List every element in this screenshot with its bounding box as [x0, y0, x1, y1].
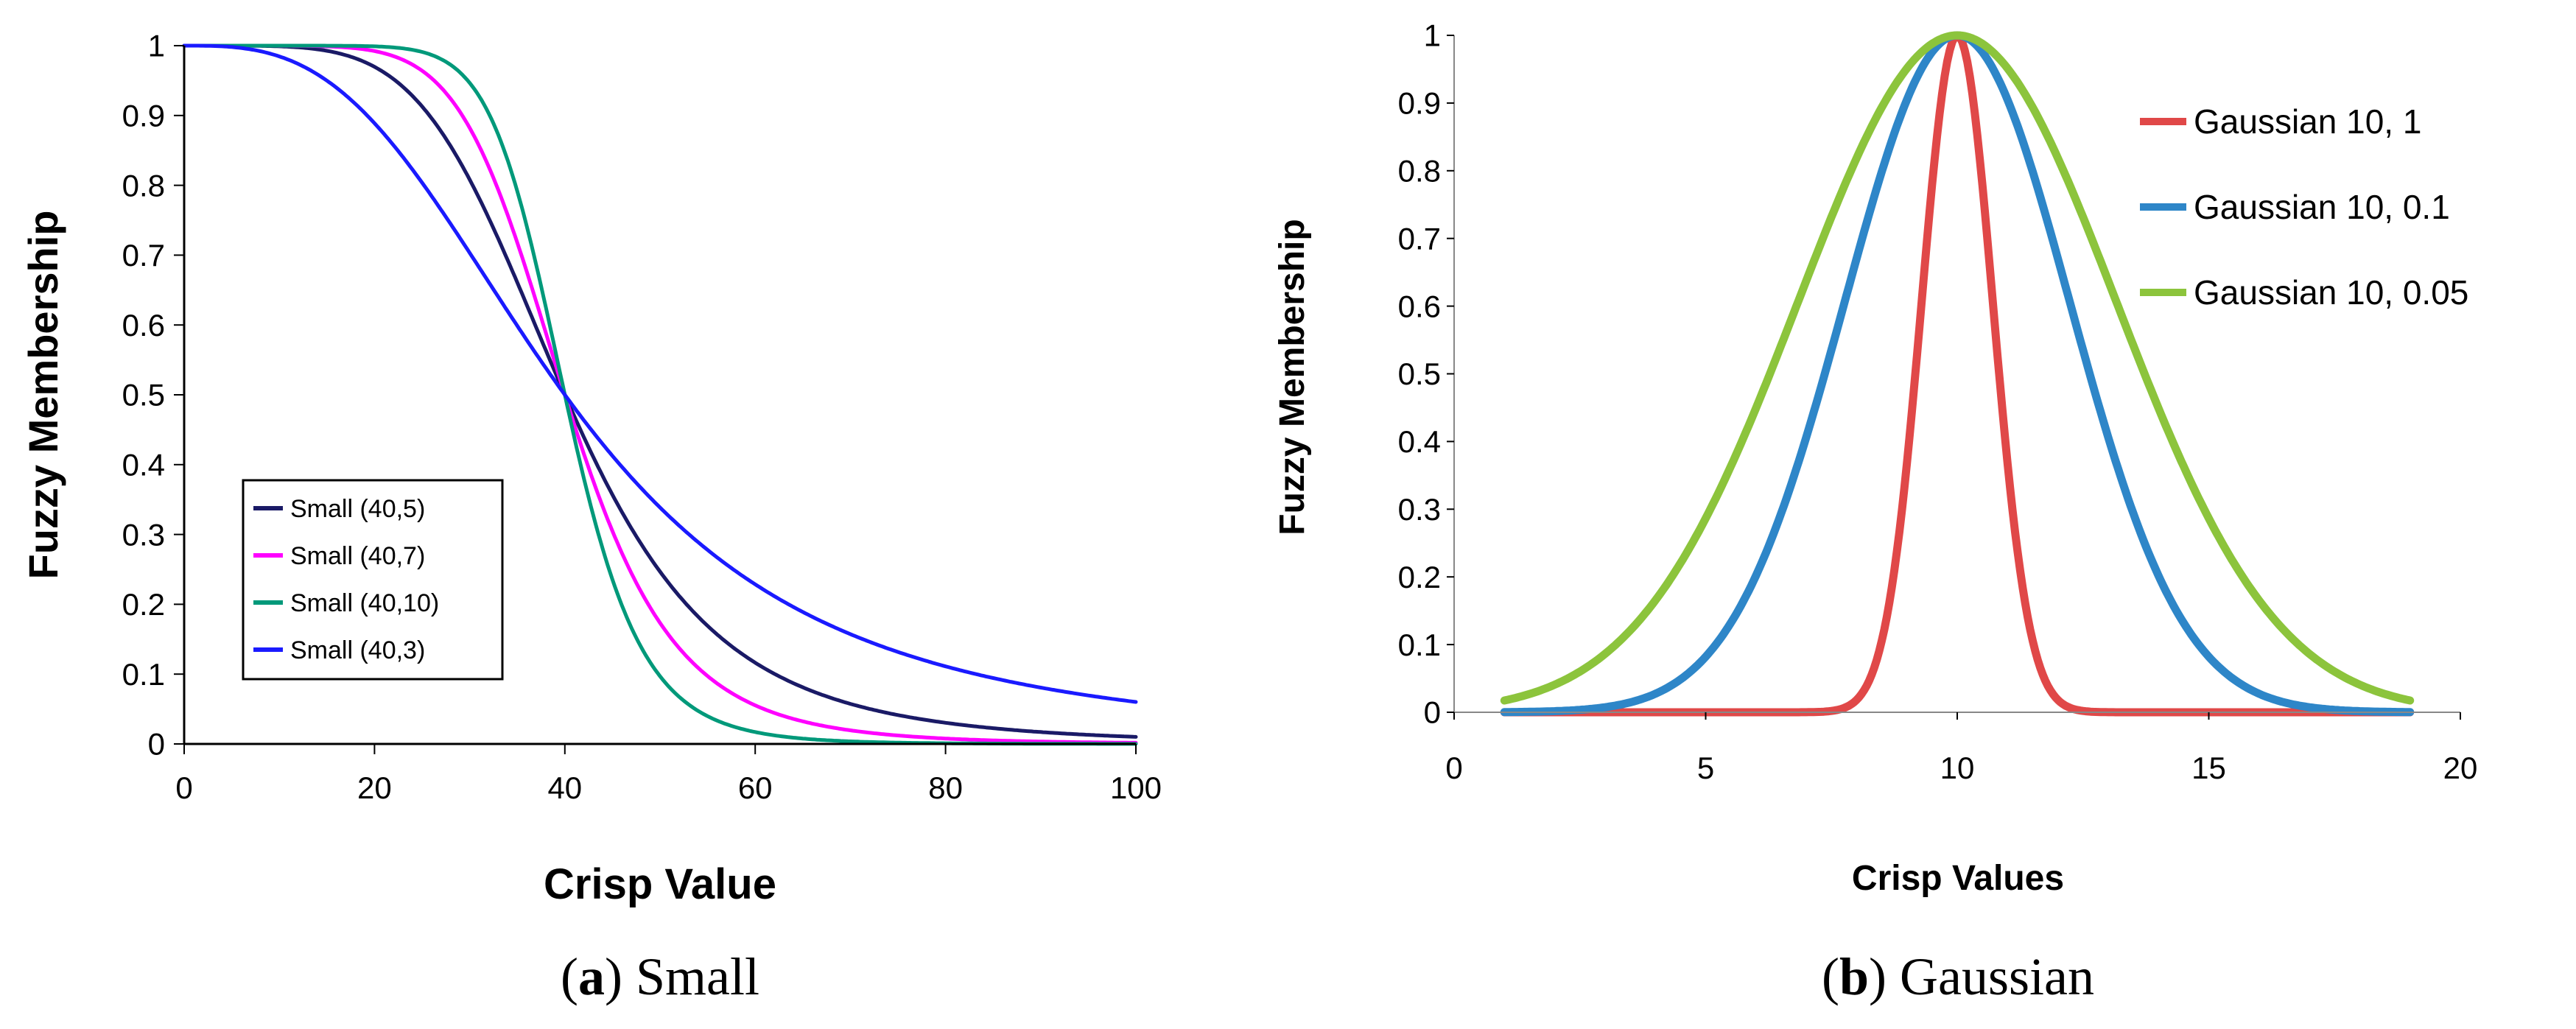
panel-a-legend: Small (40,5) Small (40,7) Small (40,10) … — [242, 479, 504, 681]
x-tick-label: 20 — [2443, 751, 2478, 785]
legend-label-small-40-5: Small (40,5) — [290, 495, 425, 523]
y-tick-label: 0.5 — [1398, 357, 1441, 391]
x-tick-label: 100 — [1110, 770, 1162, 805]
y-tick-label: 1 — [148, 29, 165, 63]
x-tick-label: 40 — [547, 770, 582, 805]
panel-a-caption: (a) Small — [561, 947, 759, 1006]
panel-b-caption: (b) Gaussian — [1822, 947, 2094, 1006]
panel-b-x-ticks: 0 5 10 15 20 — [1445, 712, 2477, 785]
panel-b-y-axis-title: Fuzzy Membership — [1273, 219, 1312, 535]
y-tick-label: 0.3 — [122, 517, 165, 552]
panel-a-y-axis-title: Fuzzy Membership — [20, 211, 66, 580]
y-tick-label: 0.2 — [122, 587, 165, 622]
panel-a-small: 0 20 40 60 80 100 0 0.1 0.2 0.3 0.4 0.5 0.6 0.7 0.8 0.… — [20, 29, 1162, 1006]
legend-label-gaussian-10-0-1: Gaussian 10, 0.1 — [2194, 188, 2450, 226]
legend-label-small-40-7: Small (40,7) — [290, 542, 425, 570]
panel-b-caption-letter: b — [1839, 947, 1869, 1006]
x-tick-label: 20 — [357, 770, 392, 805]
y-tick-label: 0.8 — [1398, 154, 1441, 189]
y-tick-label: 0.9 — [1398, 86, 1441, 121]
legend-label-gaussian-10-1: Gaussian 10, 1 — [2194, 102, 2421, 141]
x-tick-label: 10 — [1940, 751, 1975, 785]
x-tick-label: 0 — [1445, 751, 1462, 785]
legend-label-gaussian-10-0-05: Gaussian 10, 0.05 — [2194, 273, 2468, 312]
y-tick-label: 0.6 — [122, 308, 165, 343]
y-tick-label: 0.7 — [1398, 221, 1441, 256]
x-tick-label: 60 — [738, 770, 773, 805]
panel-a-x-ticks: 0 20 40 60 80 100 — [175, 744, 1162, 805]
panel-b-legend: Gaussian 10, 1 Gaussian 10, 0.1 Gaussian… — [2140, 102, 2468, 312]
panel-b-caption-text: Gaussian — [1900, 947, 2094, 1006]
x-tick-label: 80 — [928, 770, 963, 805]
series-line-gaussian-10-0-05 — [1500, 31, 2415, 705]
y-tick-label: 0 — [148, 727, 165, 762]
series-line-small-40-5 — [182, 43, 1138, 739]
x-tick-label: 0 — [175, 770, 192, 805]
x-tick-label: 15 — [2191, 751, 2226, 785]
y-tick-label: 0.4 — [1398, 424, 1441, 459]
legend-label-small-40-10: Small (40,10) — [290, 589, 439, 617]
panel-b-y-ticks: 0 0.1 0.2 0.3 0.4 0.5 0.6 0.7 0.8 0.9 1 — [1398, 18, 1454, 730]
panel-a-x-axis-title: Crisp Value — [544, 860, 776, 908]
y-tick-label: 0.7 — [122, 238, 165, 273]
y-tick-label: 0.5 — [122, 378, 165, 412]
panel-a-legend-box — [242, 479, 504, 681]
y-tick-label: 1 — [1424, 18, 1441, 53]
legend-label-small-40-3: Small (40,3) — [290, 636, 425, 664]
panel-b-gaussian: 0 5 10 15 20 0 0.1 0.2 0.3 0.4 0.5 0.6 0.7 0.8 0.9 1 C… — [1273, 18, 2477, 1006]
y-tick-label: 0.4 — [122, 448, 165, 482]
panel-b-x-axis-title: Crisp Values — [1852, 859, 2064, 898]
y-tick-label: 0.6 — [1398, 289, 1441, 323]
panel-a-caption-letter: a — [578, 947, 605, 1006]
y-tick-label: 0.8 — [122, 168, 165, 203]
panel-a-y-ticks: 0 0.1 0.2 0.3 0.4 0.5 0.6 0.7 0.8 0.9 1 — [122, 29, 184, 762]
y-tick-label: 0 — [1424, 695, 1441, 730]
series-line-small-40-3 — [182, 43, 1138, 704]
x-tick-label: 5 — [1697, 751, 1714, 785]
y-tick-label: 0.9 — [122, 99, 165, 133]
panel-a-caption-text: Small — [636, 947, 759, 1006]
y-tick-label: 0.1 — [1398, 628, 1441, 662]
y-tick-label: 0.2 — [1398, 560, 1441, 594]
y-tick-label: 0.3 — [1398, 492, 1441, 527]
y-tick-label: 0.1 — [122, 657, 165, 692]
